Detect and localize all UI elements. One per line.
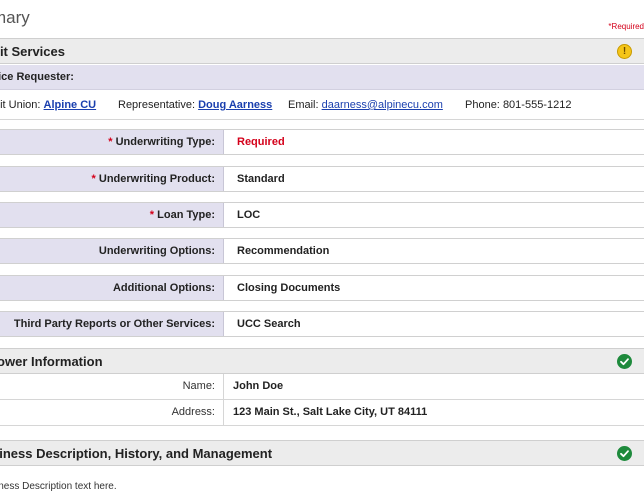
email-field: Email: daarness@alpinecu.com xyxy=(288,99,443,111)
field-label-text: Third Party Reports or Other Services: xyxy=(13,318,215,330)
credit-union-label: dit Union: xyxy=(0,99,41,111)
representative-label: Representative: xyxy=(118,99,196,111)
name-label: Name: xyxy=(0,374,224,399)
field-label: * Underwriting Product: xyxy=(0,167,224,191)
warning-icon: ! xyxy=(617,44,632,59)
field-label: * Underwriting Type: xyxy=(0,130,224,154)
representative-link[interactable]: Doug Aarness xyxy=(198,99,273,111)
service-requester-label: vice Requester: xyxy=(0,71,74,83)
email-label: Email: xyxy=(288,99,319,111)
field-value[interactable]: Closing Documents xyxy=(237,282,341,294)
requester-info-row: dit Union: Alpine CU Representative: Dou… xyxy=(0,90,644,120)
required-star: * xyxy=(91,173,96,185)
credit-union-link[interactable]: Alpine CU xyxy=(43,99,97,111)
field-value[interactable]: Required xyxy=(237,136,285,148)
check-icon xyxy=(617,354,632,369)
business-description-text: iness Description text here. xyxy=(0,481,117,492)
field-row[interactable]: * Underwriting Type: Required xyxy=(0,129,644,155)
field-row[interactable]: Additional Options: Closing Documents xyxy=(0,275,644,301)
required-note: *Required xyxy=(608,22,644,31)
field-label-text: Underwriting Product: xyxy=(98,173,215,185)
field-label: * Loan Type: xyxy=(0,203,224,227)
field-row[interactable]: * Underwriting Product: Standard xyxy=(0,166,644,192)
required-star: * xyxy=(108,136,113,148)
field-label-text: Loan Type: xyxy=(157,209,215,221)
phone-value: 801-555-1212 xyxy=(502,99,572,111)
address-value: 123 Main St., Salt Lake City, UT 84111 xyxy=(233,406,428,418)
borrower-name-row: Name: John Doe xyxy=(0,374,644,400)
field-label-text: Additional Options: xyxy=(112,282,215,294)
field-row[interactable]: Third Party Reports or Other Services: UC… xyxy=(0,311,644,337)
field-label-text: Underwriting Options: xyxy=(98,245,215,257)
section-header-credit-services[interactable]: dit Services ! xyxy=(0,38,644,64)
credit-union-field: dit Union: Alpine CU xyxy=(0,99,96,111)
field-value[interactable]: LOC xyxy=(237,209,261,221)
field-row[interactable]: * Loan Type: LOC xyxy=(0,202,644,228)
email-link[interactable]: daarness@alpinecu.com xyxy=(321,99,443,111)
field-label: Third Party Reports or Other Services: xyxy=(0,312,224,336)
field-value[interactable]: UCC Search xyxy=(237,318,301,330)
section-title: siness Description, History, and Managem… xyxy=(0,446,273,461)
borrower-address-row: Address: 123 Main St., Salt Lake City, U… xyxy=(0,400,644,426)
field-row[interactable]: Underwriting Options: Recommendation xyxy=(0,238,644,264)
representative-field: Representative: Doug Aarness xyxy=(118,99,272,111)
phone-label: Phone: xyxy=(465,99,500,111)
required-star: * xyxy=(149,209,155,221)
page-title: mary xyxy=(0,8,30,27)
field-label-text: Underwriting Type: xyxy=(115,136,215,148)
section-header-borrower[interactable]: rower Information xyxy=(0,348,644,374)
address-label: Address: xyxy=(0,400,224,425)
field-label: Additional Options: xyxy=(0,276,224,300)
section-title: dit Services xyxy=(0,44,65,59)
field-label: Underwriting Options: xyxy=(0,239,224,263)
phone-field: Phone: 801-555-1212 xyxy=(465,99,571,111)
field-value[interactable]: Standard xyxy=(237,173,285,185)
check-icon xyxy=(617,446,632,461)
service-requester-header: vice Requester: xyxy=(0,65,644,90)
section-header-business[interactable]: siness Description, History, and Managem… xyxy=(0,440,644,466)
field-value[interactable]: Recommendation xyxy=(237,245,330,257)
name-value: John Doe xyxy=(233,380,284,392)
section-title: rower Information xyxy=(0,354,103,369)
